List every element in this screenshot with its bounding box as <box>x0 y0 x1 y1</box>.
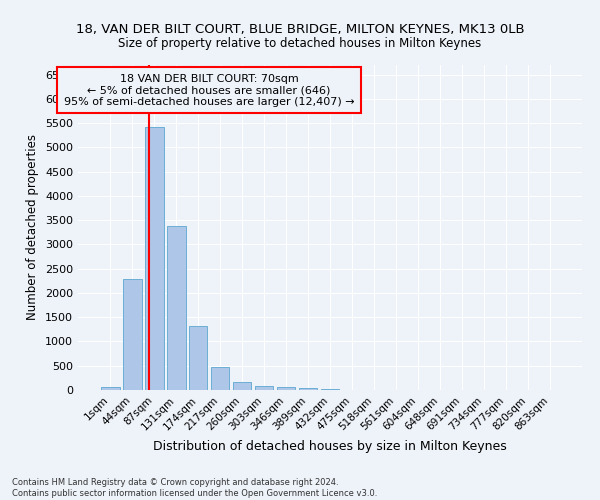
Bar <box>255 386 274 390</box>
Bar <box>299 388 317 390</box>
Bar <box>233 382 251 390</box>
Text: Contains HM Land Registry data © Crown copyright and database right 2024.
Contai: Contains HM Land Registry data © Crown c… <box>12 478 377 498</box>
Bar <box>277 387 295 390</box>
Bar <box>145 127 164 390</box>
Text: 18, VAN DER BILT COURT, BLUE BRIDGE, MILTON KEYNES, MK13 0LB: 18, VAN DER BILT COURT, BLUE BRIDGE, MIL… <box>76 22 524 36</box>
Bar <box>123 280 142 390</box>
Text: Size of property relative to detached houses in Milton Keynes: Size of property relative to detached ho… <box>118 38 482 51</box>
Bar <box>189 326 208 390</box>
Bar <box>320 389 340 390</box>
Bar <box>101 387 119 390</box>
Y-axis label: Number of detached properties: Number of detached properties <box>26 134 40 320</box>
Text: 18 VAN DER BILT COURT: 70sqm
← 5% of detached houses are smaller (646)
95% of se: 18 VAN DER BILT COURT: 70sqm ← 5% of det… <box>64 74 355 107</box>
X-axis label: Distribution of detached houses by size in Milton Keynes: Distribution of detached houses by size … <box>153 440 507 453</box>
Bar <box>167 226 185 390</box>
Bar <box>211 367 229 390</box>
